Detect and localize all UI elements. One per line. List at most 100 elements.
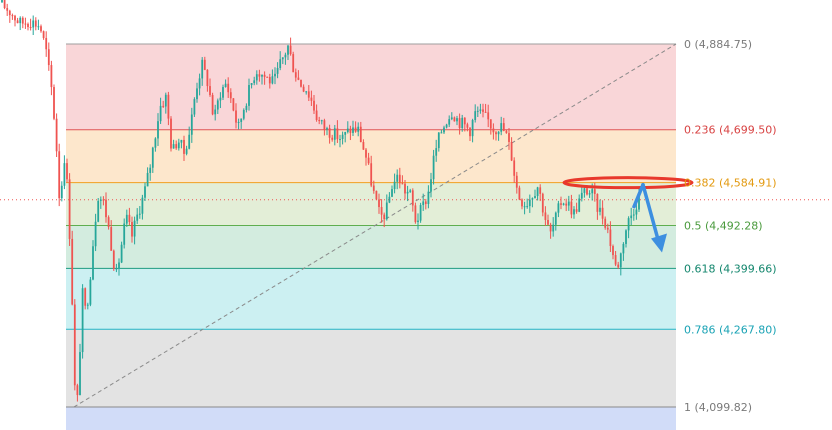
candle: [180, 139, 183, 149]
candle: [534, 189, 536, 199]
candle: [320, 119, 323, 125]
candle: [424, 198, 427, 210]
candle: [112, 249, 115, 271]
candle: [253, 76, 256, 86]
candle: [580, 185, 583, 202]
candle: [560, 196, 562, 210]
candle: [188, 126, 191, 150]
candle: [367, 152, 370, 165]
candle: [294, 68, 297, 82]
candle: [185, 145, 188, 156]
candle: [240, 118, 243, 129]
candle: [323, 118, 326, 136]
candle: [214, 104, 217, 121]
candle: [599, 199, 601, 216]
fib-label-0.786: 0.786 (4,267.80): [684, 323, 777, 336]
candle: [227, 77, 230, 98]
candle: [513, 157, 516, 183]
candle: [398, 167, 401, 189]
candle: [315, 104, 318, 122]
candle: [588, 190, 591, 198]
candle: [144, 182, 146, 201]
candle: [242, 108, 245, 121]
candle: [417, 213, 419, 230]
candle: [362, 139, 365, 150]
candle: [393, 173, 396, 194]
candle: [1, 0, 3, 3]
candle: [279, 51, 282, 71]
candle: [528, 194, 531, 213]
candle: [271, 69, 274, 85]
candle: [310, 90, 313, 106]
candle: [461, 114, 464, 132]
candle: [578, 194, 581, 213]
candle: [409, 188, 412, 193]
candle: [60, 181, 63, 202]
candle: [573, 206, 575, 219]
candle: [531, 197, 534, 208]
candle: [502, 117, 505, 132]
candle: [219, 92, 222, 109]
candle: [84, 287, 87, 310]
candle: [372, 180, 375, 194]
candle: [255, 70, 258, 85]
candle: [14, 14, 16, 27]
candle: [630, 207, 633, 226]
candle: [250, 83, 253, 89]
candle: [50, 60, 53, 96]
candle: [495, 130, 497, 141]
candle: [110, 220, 113, 251]
candle: [167, 91, 170, 126]
candle: [27, 22, 29, 31]
candle: [331, 134, 334, 142]
candle: [505, 129, 508, 134]
candle: [42, 30, 45, 40]
candle: [287, 44, 289, 60]
candle: [411, 188, 414, 212]
candle: [300, 79, 302, 88]
candle: [86, 302, 89, 310]
candle: [508, 127, 510, 150]
candle: [430, 172, 432, 198]
candle: [328, 124, 331, 144]
fib-band-0.786: [66, 268, 676, 330]
candle: [414, 202, 417, 224]
candle: [370, 155, 373, 188]
candle: [248, 78, 250, 111]
candle: [445, 123, 448, 129]
candle: [492, 123, 495, 140]
candle: [99, 196, 102, 209]
candle: [123, 218, 126, 249]
candlestick-series: [1, 0, 640, 402]
candle: [21, 16, 24, 29]
candle: [606, 223, 609, 234]
candle: [552, 217, 555, 237]
candle: [172, 139, 175, 149]
candle: [625, 229, 627, 248]
candle: [302, 84, 305, 93]
candle: [617, 261, 620, 270]
candle: [378, 193, 380, 214]
candle: [45, 31, 48, 57]
candle: [614, 250, 617, 267]
candle: [497, 131, 500, 141]
candle: [55, 113, 58, 158]
candle: [307, 85, 310, 102]
candle: [385, 194, 388, 221]
candle: [427, 185, 430, 209]
candle: [396, 169, 399, 190]
candle: [34, 17, 37, 31]
candle: [19, 16, 22, 31]
candle: [388, 192, 391, 204]
candle: [489, 119, 492, 135]
candle: [539, 184, 542, 202]
candle: [149, 164, 152, 181]
candle: [297, 70, 300, 81]
candle: [380, 199, 383, 223]
arrow-head: [651, 233, 667, 253]
candle: [627, 216, 630, 239]
candle: [406, 185, 409, 202]
fib-trend-line[interactable]: [73, 43, 677, 408]
candle: [76, 383, 79, 402]
candle: [196, 82, 198, 103]
